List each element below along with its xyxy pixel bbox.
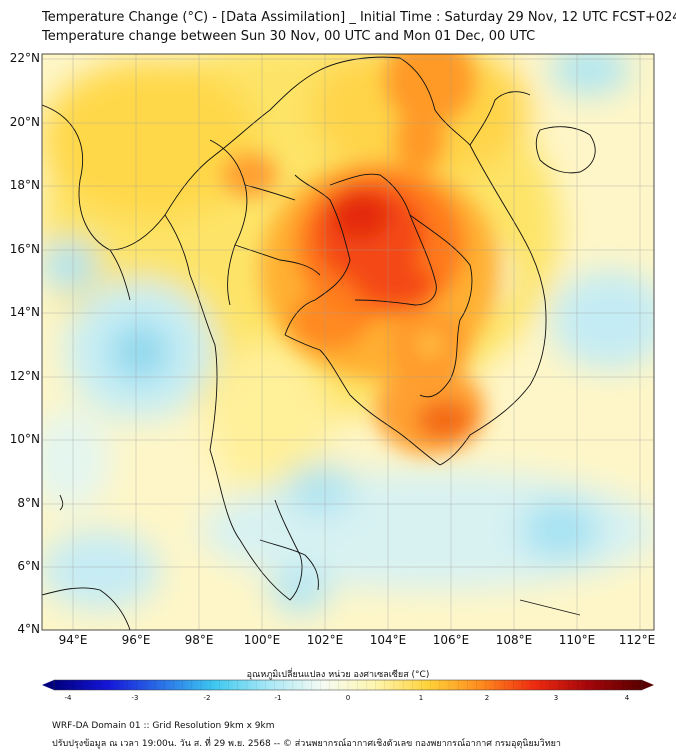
lat-label: 16°N bbox=[9, 242, 40, 256]
map-frame bbox=[41, 53, 655, 631]
colorbar-tick: -1 bbox=[274, 694, 282, 702]
colorbar-tick: 3 bbox=[553, 694, 559, 702]
footer-model-info: WRF-DA Domain 01 :: Grid Resolution 9km … bbox=[52, 721, 275, 731]
colorbar-title: อุณหภูมิเปลี่ยนแปลง หน่วย องศาเซลเซียส (… bbox=[246, 670, 430, 680]
lat-label: 8°N bbox=[17, 496, 40, 510]
colorbar-tick: 4 bbox=[624, 694, 630, 702]
colorbar-tick: 2 bbox=[484, 694, 490, 702]
lon-label: 104°E bbox=[369, 633, 407, 647]
lon-label: 96°E bbox=[121, 633, 151, 647]
colorbar-tick: -3 bbox=[131, 694, 139, 702]
colorbar-tick: -2 bbox=[203, 694, 211, 702]
country-boundaries bbox=[42, 56, 596, 630]
temperature-field bbox=[42, 54, 654, 630]
lat-label: 18°N bbox=[9, 178, 40, 192]
lat-label: 22°N bbox=[9, 51, 40, 65]
lat-label: 4°N bbox=[17, 622, 40, 636]
lon-label: 100°E bbox=[243, 633, 281, 647]
lon-label: 108°E bbox=[495, 633, 533, 647]
colorbar-tick: 1 bbox=[418, 694, 424, 702]
colorbar-min-arrow bbox=[42, 680, 54, 690]
lat-label: 14°N bbox=[9, 305, 40, 319]
lat-label: 12°N bbox=[9, 369, 40, 383]
colorbar-max-arrow bbox=[642, 680, 654, 690]
colorbar-tick: 0 bbox=[345, 694, 351, 702]
lon-label: 98°E bbox=[184, 633, 214, 647]
lat-lon-grid bbox=[42, 54, 654, 630]
lon-label: 102°E bbox=[306, 633, 344, 647]
colorbar bbox=[42, 679, 654, 691]
footer-credit: ปรับปรุงข้อมูล ณ เวลา 19:00น. วัน ส. ที่… bbox=[52, 739, 561, 749]
lon-label: 112°E bbox=[618, 633, 656, 647]
lon-label: 110°E bbox=[558, 633, 596, 647]
lon-label: 94°E bbox=[58, 633, 88, 647]
colorbar-tick: -4 bbox=[64, 694, 72, 702]
map-subtitle: Temperature change between Sun 30 Nov, 0… bbox=[42, 29, 536, 44]
lat-label: 20°N bbox=[9, 115, 40, 129]
map-title: Temperature Change (°C) - [Data Assimila… bbox=[42, 10, 676, 25]
lat-label: 10°N bbox=[9, 432, 40, 446]
lat-label: 6°N bbox=[17, 559, 40, 573]
lon-label: 106°E bbox=[432, 633, 470, 647]
